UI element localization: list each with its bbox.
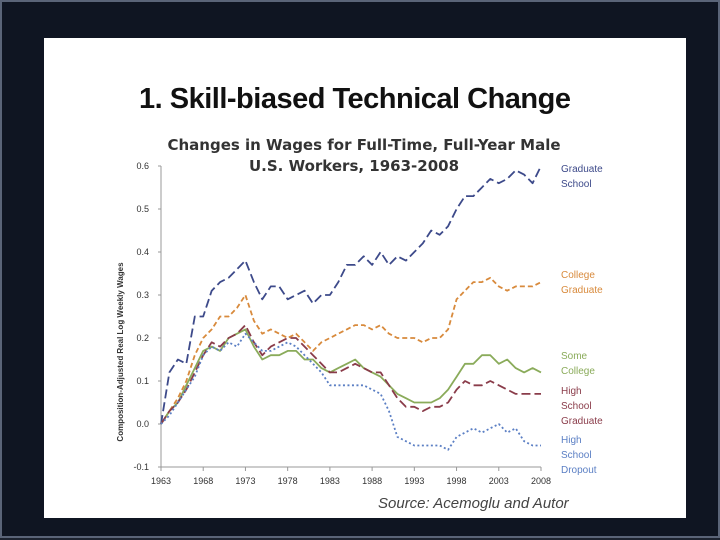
series-line-college-graduate — [160, 276, 542, 425]
y-tick-label: 0.1 — [136, 376, 149, 386]
series-label-high-school-dropout: School — [561, 450, 592, 461]
line-chart: Changes in Wages for Full-Time, Full-Yea… — [116, 136, 603, 486]
x-tick-label: 1998 — [447, 476, 467, 486]
series-label-high-school-dropout: High — [561, 435, 582, 446]
slide-title: 1. Skill-biased Technical Change — [139, 83, 571, 115]
series-label-high-school-graduate: School — [561, 401, 592, 412]
x-tick-label: 1968 — [193, 476, 213, 486]
series-label-college-graduate: Graduate — [561, 285, 603, 296]
series-lines — [160, 165, 542, 451]
series-label-some-college: College — [561, 366, 595, 377]
series-label-graduate-school: School — [561, 179, 592, 190]
x-tick-label: 1978 — [278, 476, 298, 486]
chart-title-line-1: Changes in Wages for Full-Time, Full-Yea… — [167, 136, 560, 154]
series-label-graduate-school: Graduate — [561, 164, 603, 175]
y-tick-label: -0.1 — [133, 462, 149, 472]
series-line-some-college — [160, 328, 542, 425]
axes: -0.1 0.0 0.1 0.2 0.3 0.4 0.5 0.6 1963 1968 1973 197… — [133, 161, 551, 486]
series-label-some-college: Some — [561, 351, 588, 362]
chart-title-line-2: U.S. Workers, 1963-2008 — [249, 157, 459, 175]
presentation-slide: 1. Skill-biased Technical Change Changes… — [44, 38, 686, 518]
x-tick-label: 1983 — [320, 476, 340, 486]
y-tick-label: 0.0 — [136, 419, 149, 429]
y-tick-label: 0.6 — [136, 161, 149, 171]
x-tick-label: 2008 — [531, 476, 551, 486]
series-line-graduate-school — [160, 165, 542, 425]
series-label-high-school-dropout: Dropout — [561, 465, 597, 476]
x-tick-label: 1988 — [362, 476, 382, 486]
y-tick-label: 0.5 — [136, 204, 149, 214]
series-label-college-graduate: College — [561, 270, 595, 281]
source-note: Source: Acemoglu and Autor — [378, 495, 569, 512]
y-tick-label: 0.3 — [136, 290, 149, 300]
series-line-high-school-dropout — [160, 332, 541, 451]
x-tick-label: 1963 — [151, 476, 171, 486]
series-label-high-school-graduate: High — [561, 386, 582, 397]
y-tick-label: 0.2 — [136, 333, 149, 343]
y-tick-label: 0.4 — [136, 247, 149, 257]
x-tick-label: 1973 — [235, 476, 255, 486]
series-label-high-school-graduate: Graduate — [561, 416, 603, 427]
series-labels: Graduate School College Graduate Some College… — [561, 164, 603, 476]
x-tick-label: 1993 — [404, 476, 424, 486]
y-axis-label: Composition-Adjusted Real Log Weekly Wag… — [116, 262, 125, 442]
series-line-high-school-graduate — [160, 324, 541, 425]
x-tick-label: 2003 — [489, 476, 509, 486]
